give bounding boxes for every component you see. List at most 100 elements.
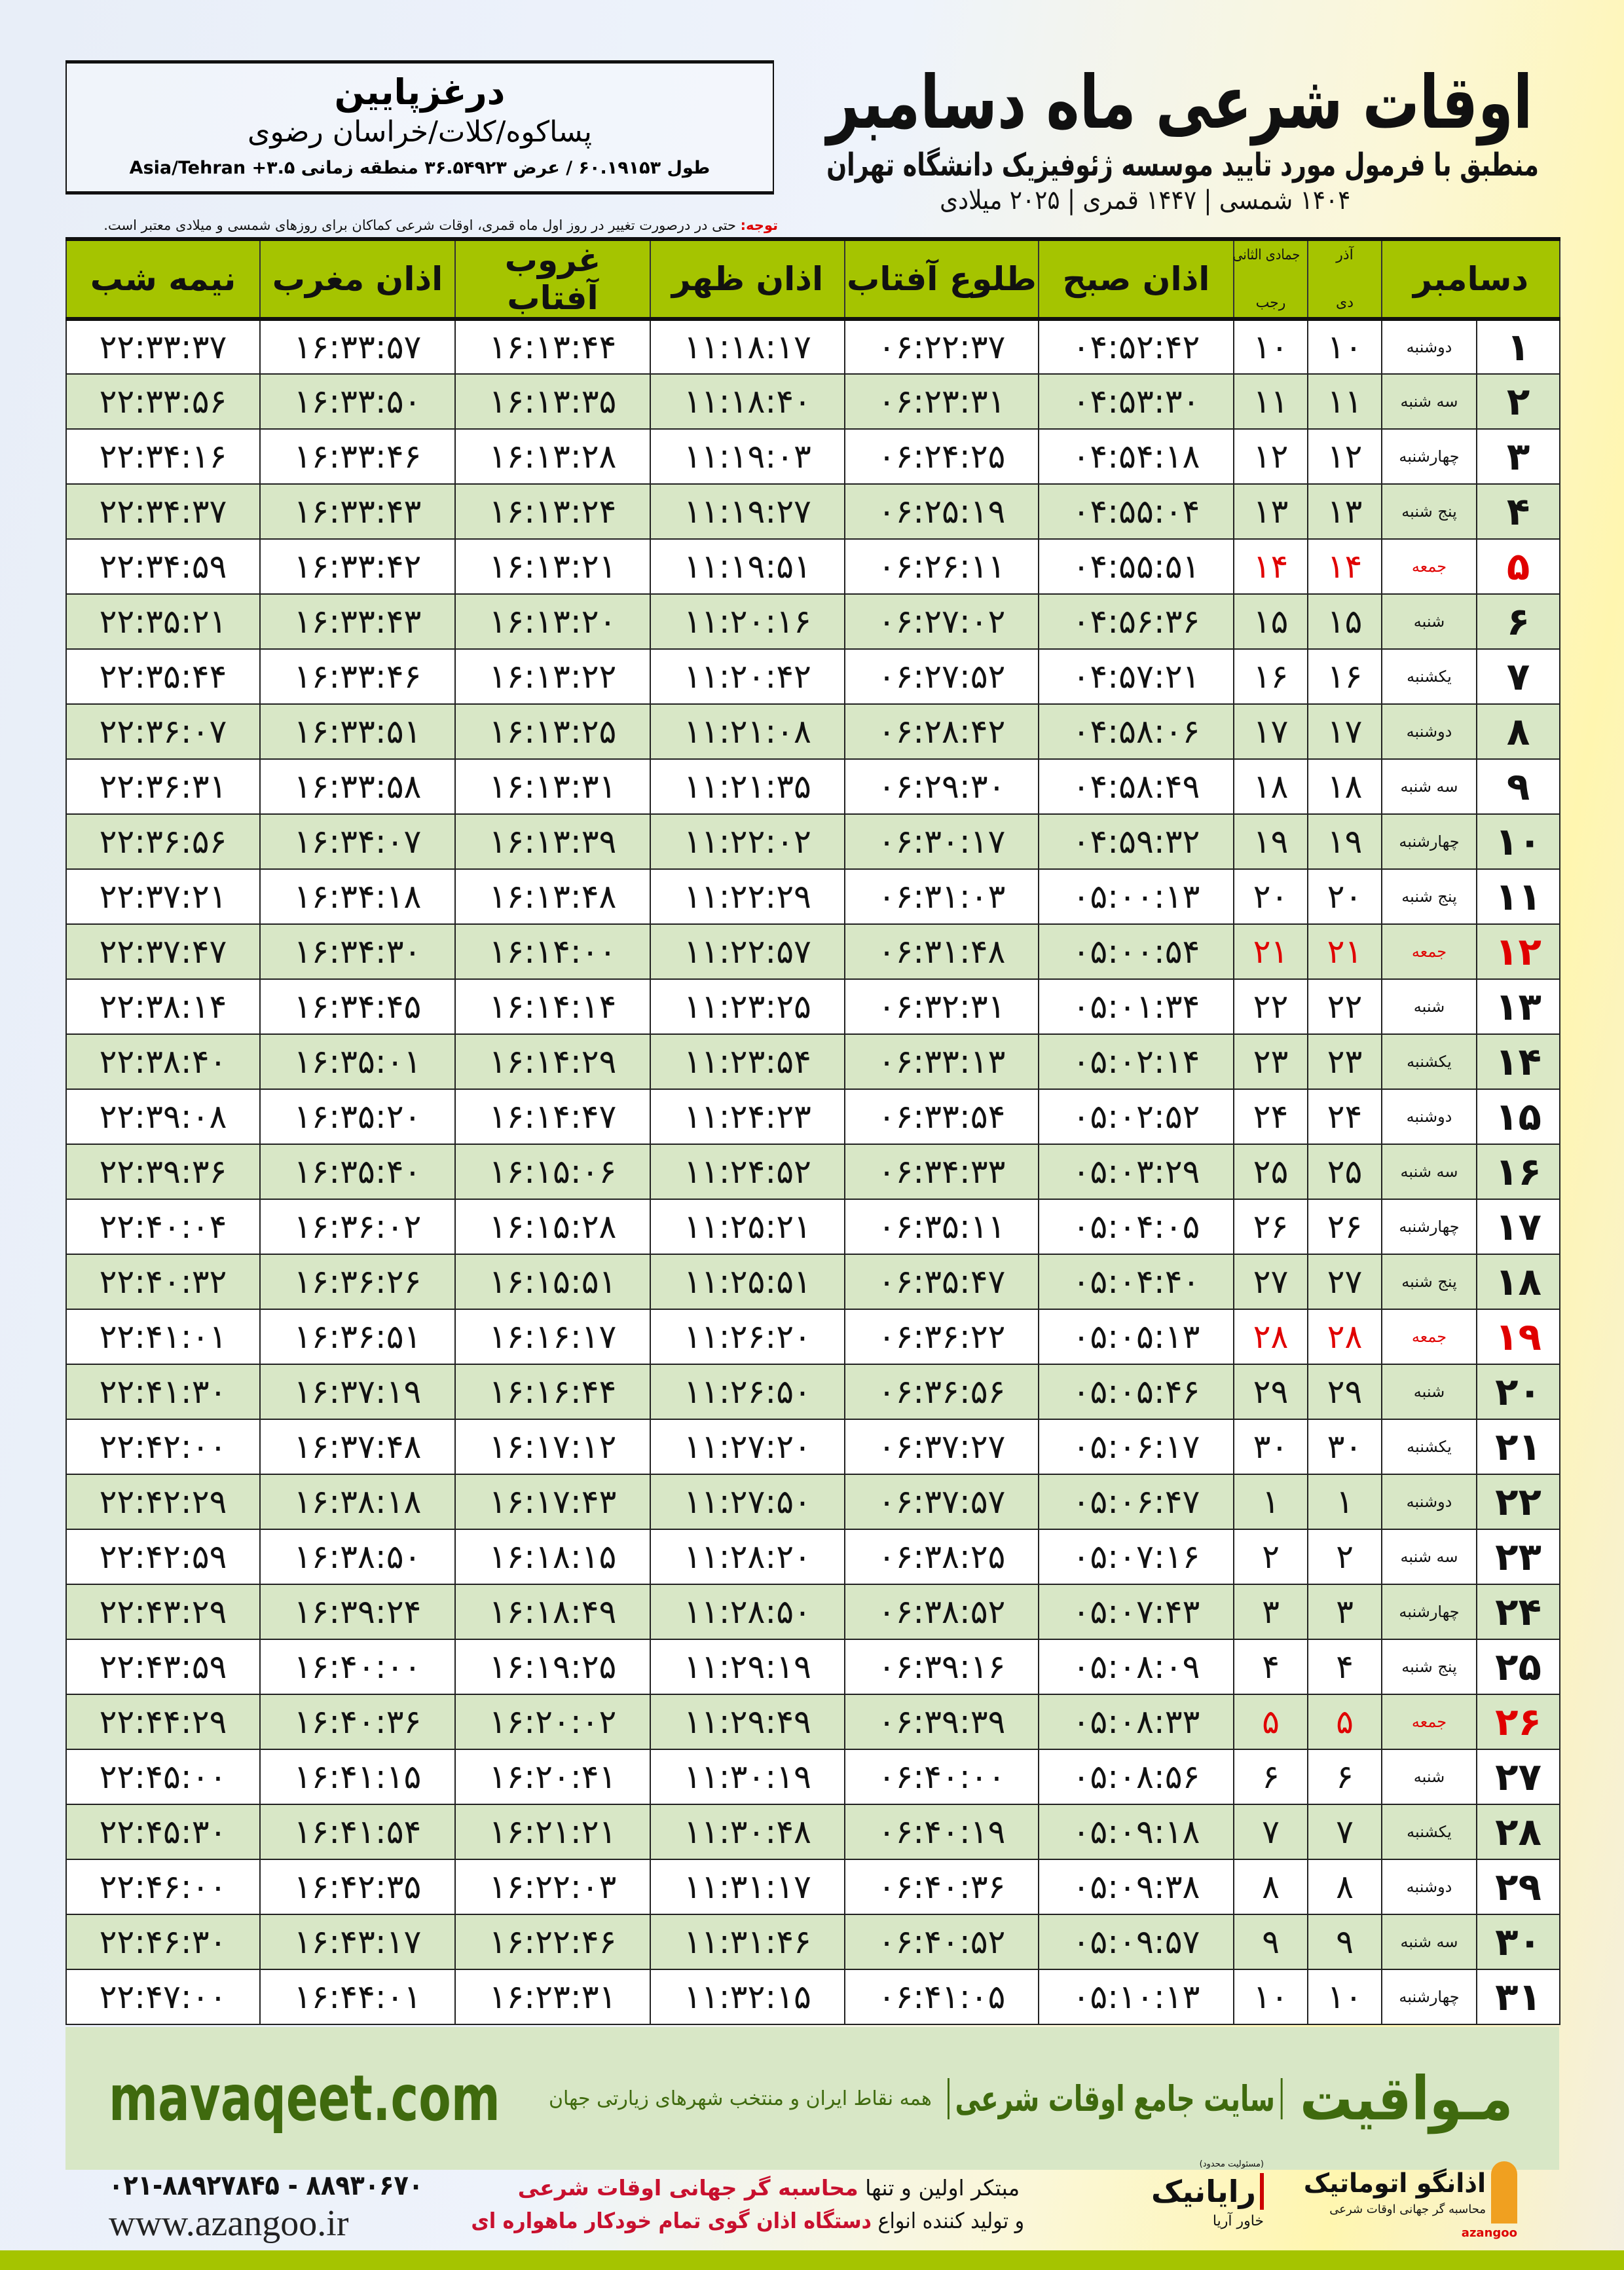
fajr-time: ۰۵:۰۸:۳۳ (1038, 1694, 1234, 1750)
shamsi-day: ۳۰ (1307, 1419, 1382, 1475)
maghrib-time: ۱۶:۳۳:۴۳ (259, 483, 456, 540)
midnight-time: ۲۲:۴۶:۰۰ (65, 1859, 261, 1915)
header-maghrib: اذان مغرب (259, 237, 456, 321)
sunrise-time: ۰۶:۲۸:۴۲ (844, 703, 1039, 760)
fajr-time: ۰۵:۰۳:۲۹ (1038, 1144, 1234, 1200)
day-number: ۱۹ (1476, 1309, 1561, 1365)
table-row: ۹ سه شنبه ۱۸ ۱۸ ۰۴:۵۸:۴۹ ۰۶:۲۹:۳۰ ۱۱:۲۱:۳۵ ۱۶:۱… (65, 758, 1561, 815)
midnight-time: ۲۲:۳۹:۰۸ (65, 1088, 261, 1145)
weekday: سه شنبه (1380, 1914, 1478, 1970)
sunset-time: ۱۶:۲۰:۰۲ (454, 1694, 651, 1750)
shamsi-day: ۲ (1307, 1529, 1382, 1585)
shamsi-day: ۲۶ (1307, 1199, 1382, 1255)
dhuhr-time: ۱۱:۳۲:۱۵ (650, 1969, 845, 2025)
sunrise-time: ۰۶:۳۰:۱۷ (844, 813, 1039, 870)
fajr-time: ۰۴:۵۵:۰۴ (1038, 483, 1234, 540)
maghrib-time: ۱۶:۳۳:۵۰ (259, 373, 456, 430)
mavaqeet-logo: مـواقیت (1300, 2063, 1513, 2134)
fajr-time: ۰۴:۵۵:۵۱ (1038, 538, 1234, 595)
header-azar: آذر (1336, 246, 1354, 263)
midnight-time: ۲۲:۳۶:۰۷ (65, 703, 261, 760)
day-number: ۲۱ (1476, 1419, 1561, 1475)
shamsi-day: ۱۰ (1307, 318, 1382, 375)
hijri-day: ۸ (1233, 1859, 1308, 1915)
rayanik-logo: رایانیک (1118, 2173, 1264, 2210)
weekday: دوشنبه (1380, 1859, 1478, 1915)
midnight-time: ۲۲:۴۷:۰۰ (65, 1969, 261, 2025)
midnight-time: ۲۲:۴۰:۰۴ (65, 1199, 261, 1255)
shamsi-day: ۲۹ (1307, 1364, 1382, 1420)
weekday: چهارشنبه (1380, 813, 1478, 870)
day-number: ۱۰ (1476, 813, 1561, 870)
sunrise-time: ۰۶:۴۰:۰۰ (844, 1749, 1039, 1805)
day-number: ۱۸ (1476, 1254, 1561, 1310)
midnight-time: ۲۲:۴۰:۳۲ (65, 1254, 261, 1310)
weekday: سه شنبه (1380, 1144, 1478, 1200)
maghrib-time: ۱۶:۳۳:۴۳ (259, 593, 456, 650)
maghrib-time: ۱۶:۳۳:۴۶ (259, 428, 456, 485)
sunset-time: ۱۶:۱۳:۲۵ (454, 703, 651, 760)
sunset-time: ۱۶:۱۳:۳۹ (454, 813, 651, 870)
dhuhr-time: ۱۱:۲۸:۵۰ (650, 1584, 845, 1640)
mavaqeet-banner: مـواقیت سایت جامع اوقات شرعی همه نقاط ای… (65, 2027, 1559, 2170)
weekday: شنبه (1380, 978, 1478, 1035)
maghrib-time: ۱۶:۳۳:۵۸ (259, 758, 456, 815)
sunrise-time: ۰۶:۳۳:۵۴ (844, 1088, 1039, 1145)
hijri-day: ۲۸ (1233, 1309, 1308, 1365)
maghrib-time: ۱۶:۳۵:۲۰ (259, 1088, 456, 1145)
sunrise-time: ۰۶:۲۷:۵۲ (844, 648, 1039, 705)
sunrise-time: ۰۶:۲۲:۳۷ (844, 318, 1039, 375)
hijri-day: ۱۵ (1233, 593, 1308, 650)
day-number: ۲۷ (1476, 1749, 1561, 1805)
sunrise-time: ۰۶:۳۳:۱۳ (844, 1033, 1039, 1090)
table-row: ۳ چهارشنبه ۱۲ ۱۲ ۰۴:۵۴:۱۸ ۰۶:۲۴:۲۵ ۱۱:۱۹:۰۳ ۱۶:… (65, 428, 1561, 485)
weekday: پنج شنبه (1380, 868, 1478, 925)
note: توجه: حتی در درصورت تغییر در روز اول ماه… (65, 217, 778, 234)
shamsi-day: ۱۱ (1307, 373, 1382, 430)
maghrib-time: ۱۶:۴۱:۵۴ (259, 1804, 456, 1860)
sunset-time: ۱۶:۱۳:۲۱ (454, 538, 651, 595)
hijri-day: ۴ (1233, 1639, 1308, 1695)
shamsi-day: ۲۵ (1307, 1144, 1382, 1200)
dhuhr-time: ۱۱:۱۹:۰۳ (650, 428, 845, 485)
fajr-time: ۰۴:۵۸:۴۹ (1038, 758, 1234, 815)
hijri-day: ۳ (1233, 1584, 1308, 1640)
day-number: ۴ (1476, 483, 1561, 540)
weekday: جمعه (1380, 1309, 1478, 1365)
sunrise-time: ۰۶:۳۴:۳۳ (844, 1144, 1039, 1200)
hijri-day: ۲۳ (1233, 1033, 1308, 1090)
day-number: ۳۱ (1476, 1969, 1561, 2025)
hijri-day: ۱۰ (1233, 1969, 1308, 2025)
azangoo-name: اذانگو اتوماتیک (1303, 2168, 1486, 2199)
table-row: ۶ شنبه ۱۵ ۱۵ ۰۴:۵۶:۳۶ ۰۶:۲۷:۰۲ ۱۱:۲۰:۱۶ ۱۶:۱۳:۲… (65, 593, 1561, 650)
sunrise-time: ۰۶:۳۸:۵۲ (844, 1584, 1039, 1640)
year-line: ۱۴۰۴ شمسی | ۱۴۴۷ قمری | ۲۰۲۵ میلادی (940, 185, 1351, 215)
fajr-time: ۰۵:۰۰:۱۳ (1038, 868, 1234, 925)
sunrise-time: ۰۶:۳۷:۲۷ (844, 1419, 1039, 1475)
shamsi-day: ۱۷ (1307, 703, 1382, 760)
table-row: ۲۶ جمعه ۵ ۵ ۰۵:۰۸:۳۳ ۰۶:۳۹:۳۹ ۱۱:۲۹:۴۹ ۱۶:۲۰:۰۲… (65, 1694, 1561, 1750)
sunset-time: ۱۶:۱۳:۴۸ (454, 868, 651, 925)
shamsi-day: ۲۱ (1307, 923, 1382, 980)
banner-url[interactable]: mavaqeet.com (109, 2062, 500, 2135)
website-link[interactable]: www.azangoo.ir (109, 2203, 349, 2244)
promo1-red: محاسبه گر جهانی اوقات شرعی (517, 2175, 858, 2201)
fajr-time: ۰۵:۰۹:۱۸ (1038, 1804, 1234, 1860)
table-row: ۲ سه شنبه ۱۱ ۱۱ ۰۴:۵۳:۳۰ ۰۶:۲۳:۳۱ ۱۱:۱۸:۴۰ ۱۶:۱… (65, 373, 1561, 430)
midnight-time: ۲۲:۴۴:۲۹ (65, 1694, 261, 1750)
shamsi-day: ۲۰ (1307, 868, 1382, 925)
fajr-time: ۰۵:۰۷:۴۳ (1038, 1584, 1234, 1640)
shamsi-day: ۱۴ (1307, 538, 1382, 595)
maghrib-time: ۱۶:۳۵:۴۰ (259, 1144, 456, 1200)
fajr-time: ۰۵:۰۸:۵۶ (1038, 1749, 1234, 1805)
rayanik-tag: (مسئولیت محدود) (1199, 2159, 1264, 2169)
midnight-time: ۲۲:۴۱:۰۱ (65, 1309, 261, 1365)
hijri-day: ۱ (1233, 1474, 1308, 1530)
midnight-time: ۲۲:۴۲:۲۹ (65, 1474, 261, 1530)
table-row: ۱۷ چهارشنبه ۲۶ ۲۶ ۰۵:۰۴:۰۵ ۰۶:۳۵:۱۱ ۱۱:۲۵:۲۱ ۱۶… (65, 1199, 1561, 1255)
table-row: ۴ پنج شنبه ۱۳ ۱۳ ۰۴:۵۵:۰۴ ۰۶:۲۵:۱۹ ۱۱:۱۹:۲۷ ۱۶:… (65, 483, 1561, 540)
hijri-day: ۲۹ (1233, 1364, 1308, 1420)
shamsi-day: ۱۲ (1307, 428, 1382, 485)
midnight-time: ۲۲:۳۴:۳۷ (65, 483, 261, 540)
hijri-day: ۲۲ (1233, 978, 1308, 1035)
